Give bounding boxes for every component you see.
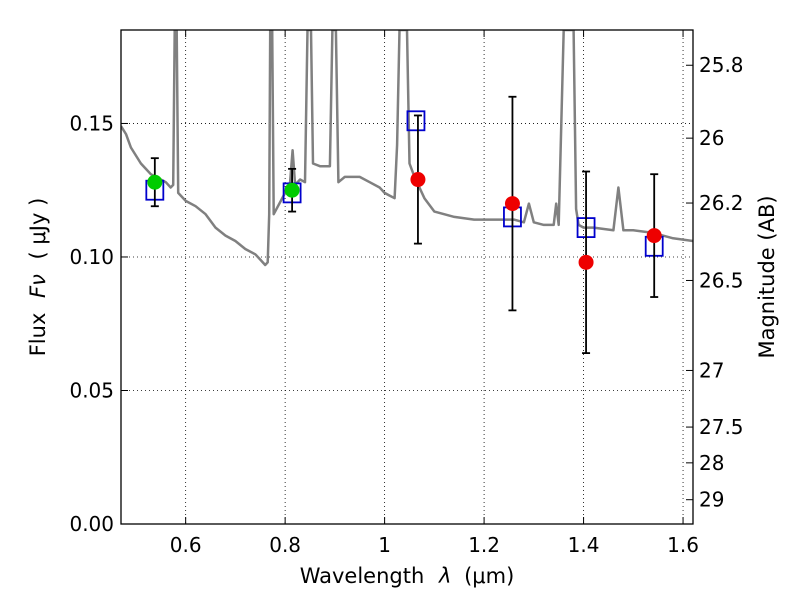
y-tick-label: 0.15 xyxy=(69,111,114,135)
x-tick-label: 1.4 xyxy=(568,533,600,557)
mag-tick-label: 27 xyxy=(699,358,724,382)
x-axis-label-symbol: λ xyxy=(438,564,451,588)
y-tick-label: 0.10 xyxy=(69,245,114,269)
plot-background xyxy=(121,30,693,524)
y-axis-label-text: Flux xyxy=(26,313,50,357)
plot-frame xyxy=(120,29,694,525)
mag-tick-label: 28 xyxy=(699,451,724,475)
detection-marker xyxy=(147,174,163,190)
x-tick-label: 1.2 xyxy=(468,533,500,557)
x-tick-label: 0.6 xyxy=(170,533,202,557)
mag-tick-label: 27.5 xyxy=(699,415,744,439)
y2-axis-label: Magnitude (AB) xyxy=(755,195,779,358)
y-tick-label: 0.00 xyxy=(69,512,114,536)
y-axis-label-symbol: Fν xyxy=(26,274,50,298)
x-axis-label-text: Wavelength xyxy=(300,564,425,588)
x-tick-label: 1.6 xyxy=(667,533,699,557)
x-tick-label: 0.8 xyxy=(269,533,301,557)
observed-flux-marker xyxy=(410,172,426,188)
y-tick-label: 0.05 xyxy=(69,378,114,402)
sed-template-line xyxy=(121,30,693,267)
axes: 0.6 0.8 1 1.2 1.4 1.6 0.00 0.05 0.10 0.15 25.8 26 26… xyxy=(69,30,744,557)
observed-flux-marker xyxy=(578,254,594,270)
y-axis-label: Flux Fν ( μJy ) xyxy=(26,198,50,357)
observed-flux-marker xyxy=(504,196,520,212)
detection-marker xyxy=(284,182,300,198)
y-axis-label-unit: ( μJy ) xyxy=(26,198,50,260)
x-axis-label: Wavelength λ (μm) xyxy=(300,564,515,588)
observed-flux-marker xyxy=(646,228,662,244)
mag-tick-label: 26.2 xyxy=(699,191,744,215)
data-layer xyxy=(121,30,693,355)
mag-tick-label: 26.5 xyxy=(699,268,744,292)
x-tick-label: 1 xyxy=(378,533,391,557)
model-flux-marker xyxy=(406,110,426,132)
mag-tick-label: 25.8 xyxy=(699,53,744,77)
mag-tick-label: 29 xyxy=(699,488,724,512)
x-axis-label-unit: (μm) xyxy=(464,564,514,588)
mag-tick-label: 26 xyxy=(699,126,724,150)
